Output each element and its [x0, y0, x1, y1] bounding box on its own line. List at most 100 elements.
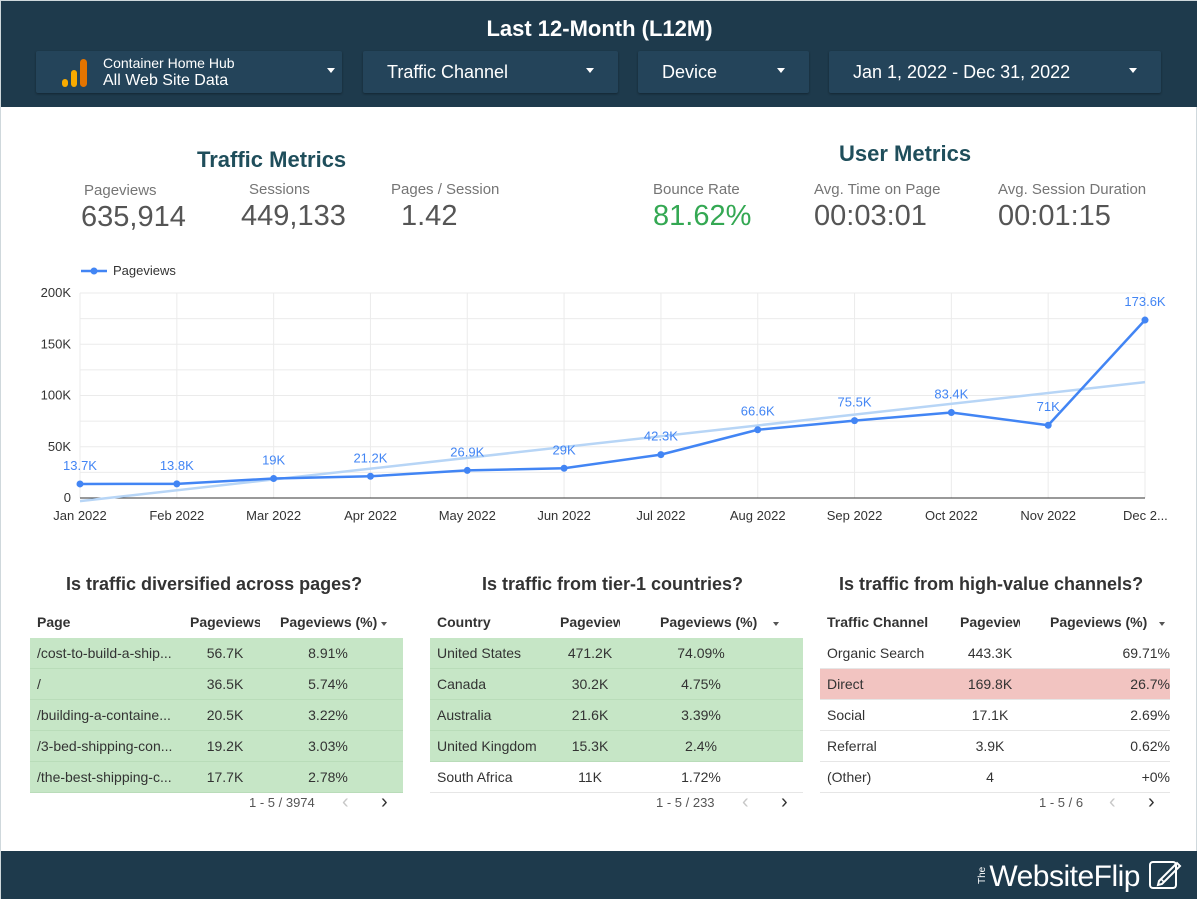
row-dimension-cell: Referral	[827, 738, 877, 754]
row-pageviews-cell: 4	[986, 769, 994, 785]
column-header[interactable]: Pageviews (%)	[1050, 614, 1148, 630]
data-label: 21.2K	[353, 450, 387, 465]
legend-dot-marker	[90, 267, 98, 275]
table-row[interactable]: /building-a-containe... 20.5K 3.22%	[30, 700, 403, 731]
sort-descending-icon[interactable]	[773, 622, 779, 626]
sort-descending-icon[interactable]	[1159, 622, 1165, 626]
table-row[interactable]: /3-bed-shipping-con... 19.2K 3.03%	[30, 731, 403, 762]
table-row[interactable]: South Africa 11K 1.72%	[430, 762, 803, 793]
row-pageviews-cell: 15.3K	[571, 738, 609, 754]
row-dimension-cell: /building-a-containe...	[37, 707, 171, 723]
data-point[interactable]	[76, 480, 84, 488]
row-pageviews-cell: 21.6K	[571, 707, 609, 723]
row-percent-cell: 1.72%	[681, 769, 721, 785]
x-tick-label: Mar 2022	[246, 508, 301, 523]
row-percent-cell: 2.78%	[308, 769, 348, 785]
pages-table: Page Pageviews Pageviews (%) /cost-to-build…	[30, 614, 403, 793]
column-header[interactable]: Pageviews	[960, 614, 1020, 630]
data-point[interactable]	[754, 426, 762, 434]
data-point[interactable]	[947, 409, 955, 417]
countries-table-title: Is traffic from tier-1 countries?	[482, 574, 744, 594]
table-header: Country Pageviews Pageviews (%)	[430, 614, 803, 638]
data-point[interactable]	[851, 417, 859, 425]
pageviews-value: 635,914	[81, 201, 186, 233]
table-row[interactable]: Social 17.1K 2.69%	[820, 700, 1170, 731]
row-pageviews-cell: 471.2K	[567, 645, 613, 661]
table-row[interactable]: Referral 3.9K 0.62%	[820, 731, 1170, 762]
bounce-rate-label: Bounce Rate	[653, 181, 740, 198]
date-range-picker[interactable]: Jan 1, 2022 - Dec 31, 2022	[829, 51, 1161, 93]
brand-prefix: The	[977, 866, 988, 884]
x-tick-label: Dec 2...	[1123, 508, 1168, 523]
countries-table: Country Pageviews Pageviews (%) United Stat…	[430, 614, 803, 793]
column-header[interactable]: Traffic Channel	[827, 614, 929, 630]
row-pageviews-cell: 20.5K	[206, 707, 244, 723]
row-percent-cell: 69.71%	[1122, 645, 1170, 661]
pages-per-session-label: Pages / Session	[391, 181, 500, 198]
table-row[interactable]: /cost-to-build-a-ship... 56.7K 8.91%	[30, 638, 403, 669]
next-page-button[interactable]: ›	[1148, 791, 1155, 813]
table-row[interactable]: /the-best-shipping-c... 17.7K 2.78%	[30, 762, 403, 793]
row-percent-cell: 2.69%	[1130, 707, 1170, 723]
data-point[interactable]	[366, 472, 374, 480]
data-source-property: Container Home Hub	[103, 55, 235, 71]
column-header[interactable]: Country	[437, 614, 491, 630]
x-tick-label: May 2022	[439, 508, 496, 523]
prev-page-button[interactable]: ‹	[742, 791, 749, 813]
pageviews-label: Pageviews	[84, 182, 157, 199]
trendline	[79, 380, 1146, 503]
column-header[interactable]: Pageviews	[190, 614, 260, 630]
table-row[interactable]: United States 471.2K 74.09%	[430, 638, 803, 669]
traffic-channel-filter[interactable]: Traffic Channel	[363, 51, 618, 93]
x-tick-label: Feb 2022	[149, 508, 204, 523]
data-source-view: All Web Site Data	[103, 72, 229, 89]
table-row[interactable]: / 36.5K 5.74%	[30, 669, 403, 700]
column-header[interactable]: Page	[37, 614, 71, 630]
device-filter[interactable]: Device	[638, 51, 809, 93]
data-label: 173.6K	[1124, 294, 1166, 309]
data-label: 29K	[553, 442, 576, 457]
table-row[interactable]: Organic Search 443.3K 69.71%	[820, 638, 1170, 669]
row-percent-cell: 3.39%	[681, 707, 721, 723]
data-point[interactable]	[1044, 421, 1052, 429]
row-percent-cell: 3.22%	[308, 707, 348, 723]
next-page-button[interactable]: ›	[781, 791, 788, 813]
column-header[interactable]: Pageviews	[560, 614, 620, 630]
y-tick-label: 100K	[41, 388, 72, 403]
table-header: Page Pageviews Pageviews (%)	[30, 614, 403, 638]
row-percent-cell: 26.7%	[1130, 676, 1170, 692]
y-tick-label: 0	[64, 490, 71, 505]
table-row[interactable]: United Kingdom 15.3K 2.4%	[430, 731, 803, 762]
column-header[interactable]: Pageviews (%)	[660, 614, 758, 630]
prev-page-button[interactable]: ‹	[342, 791, 349, 813]
data-point[interactable]	[463, 466, 471, 474]
row-pageviews-cell: 17.1K	[971, 707, 1009, 723]
table-row[interactable]: Canada 30.2K 4.75%	[430, 669, 803, 700]
data-point[interactable]	[173, 480, 181, 488]
report-footer: The WebsiteFlip	[1, 851, 1197, 899]
row-percent-cell: 4.75%	[681, 676, 721, 692]
prev-page-button[interactable]: ‹	[1109, 791, 1116, 813]
data-point[interactable]	[560, 464, 568, 472]
data-source-selector[interactable]: Container Home Hub All Web Site Data	[36, 51, 342, 93]
pageviews-series-line	[79, 319, 1146, 486]
column-header[interactable]: Pageviews (%)	[280, 614, 378, 630]
pages-table-pager: 1 - 5 / 3974	[249, 795, 315, 810]
row-dimension-cell: Canada	[437, 676, 487, 692]
next-page-button[interactable]: ›	[381, 791, 388, 813]
table-row[interactable]: (Other) 4 +0%	[820, 762, 1170, 793]
avg-time-on-page-label: Avg. Time on Page	[814, 181, 941, 198]
row-percent-cell: 5.74%	[308, 676, 348, 692]
table-row[interactable]: Australia 21.6K 3.39%	[430, 700, 803, 731]
sessions-label: Sessions	[249, 181, 310, 198]
data-point[interactable]	[1141, 316, 1149, 324]
x-tick-label: Oct 2022	[925, 508, 978, 523]
data-point[interactable]	[270, 475, 278, 483]
row-percent-cell: 2.4%	[685, 738, 717, 754]
data-label: 13.8K	[160, 458, 194, 473]
sort-descending-icon[interactable]	[381, 622, 387, 626]
data-point[interactable]	[657, 451, 665, 459]
table-row[interactable]: Direct 169.8K 26.7%	[820, 669, 1170, 700]
bounce-rate-value: 81.62%	[653, 200, 752, 232]
y-tick-label: 50K	[48, 439, 71, 454]
